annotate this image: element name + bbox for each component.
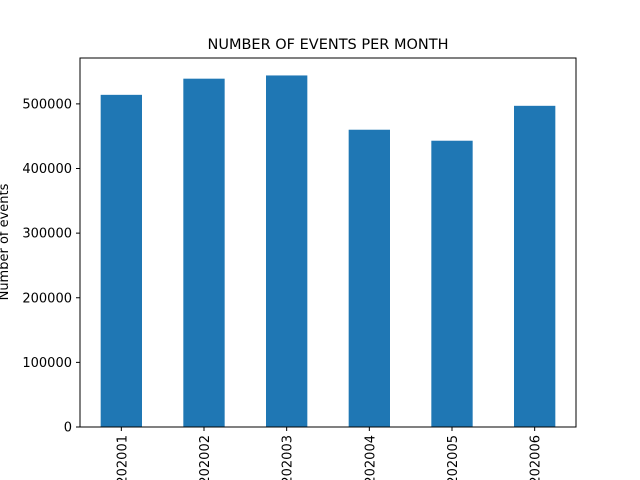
bar-202004 bbox=[348, 129, 390, 428]
bar-202003 bbox=[266, 75, 308, 427]
x-tick-label: 202001 bbox=[115, 435, 130, 480]
y-tick-label: 300000 bbox=[22, 227, 72, 242]
y-tick-label: 200000 bbox=[22, 291, 72, 306]
x-tick-label: 202002 bbox=[198, 435, 213, 480]
y-tick-label: 100000 bbox=[22, 356, 72, 371]
bar-202001 bbox=[100, 94, 142, 427]
y-tick-label: 400000 bbox=[22, 162, 72, 177]
bar-202005 bbox=[431, 140, 473, 427]
x-tick-label: 202006 bbox=[529, 435, 544, 480]
bars-group bbox=[100, 75, 556, 428]
y-axis-label: Number of events bbox=[0, 183, 12, 300]
chart-title: NUMBER OF EVENTS PER MONTH bbox=[207, 37, 448, 53]
x-tick-label: 202004 bbox=[363, 435, 378, 480]
x-axis: 202001 202002 202003 202004 202005 202006 bbox=[115, 427, 544, 480]
y-axis: 0 100000 200000 300000 400000 500000 bbox=[22, 97, 80, 436]
x-tick-label: 202005 bbox=[446, 435, 461, 480]
bar-202006 bbox=[514, 105, 556, 427]
y-tick-label: 500000 bbox=[22, 97, 72, 112]
x-tick-label: 202003 bbox=[281, 435, 296, 480]
plot-frame bbox=[79, 57, 577, 428]
y-tick-label: 0 bbox=[64, 421, 72, 436]
bar-202002 bbox=[183, 78, 225, 428]
